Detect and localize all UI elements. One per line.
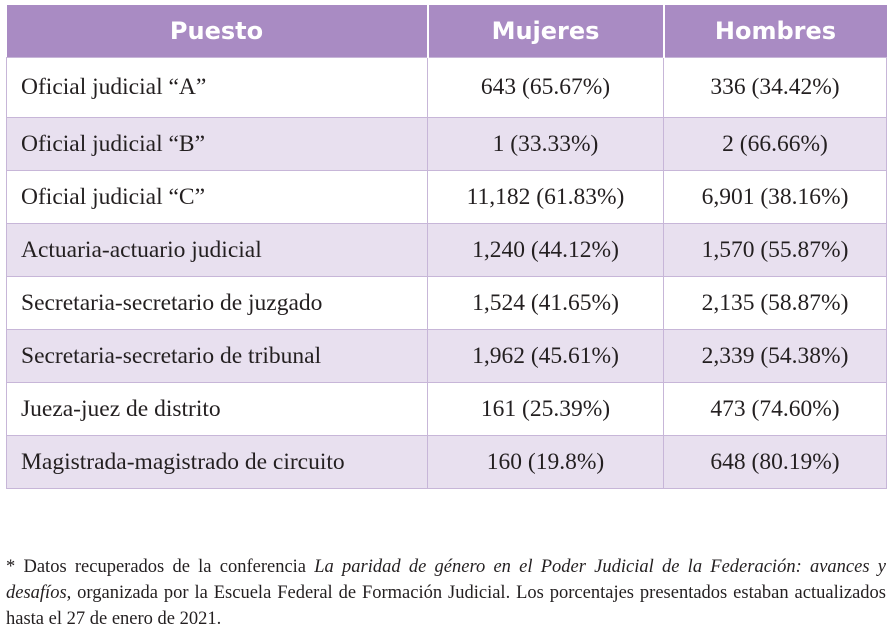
cell-hombres: 473 (74.60%)	[663, 382, 887, 436]
table-row: Jueza-juez de distrito 161 (25.39%) 473 …	[6, 382, 887, 436]
footnote: * Datos recuperados de la conferencia La…	[6, 554, 886, 632]
cell-mujeres: 1,240 (44.12%)	[427, 223, 664, 277]
cell-puesto: Jueza-juez de distrito	[6, 382, 428, 436]
cell-hombres: 1,570 (55.87%)	[663, 223, 887, 277]
footnote-prefix: * Datos recuperados de la conferencia	[6, 556, 315, 577]
table-row: Oficial judicial “B” 1 (33.33%) 2 (66.66…	[6, 117, 887, 171]
table-row: Secretaria-secretario de tribunal 1,962 …	[6, 329, 887, 383]
cell-hombres: 648 (80.19%)	[663, 435, 887, 489]
table-row: Actuaria-actuario judicial 1,240 (44.12%…	[6, 223, 887, 277]
data-table-container: Puesto Mujeres Hombres Oficial judicial …	[6, 5, 887, 489]
table-row: Oficial judicial “A” 643 (65.67%) 336 (3…	[6, 57, 887, 118]
cell-puesto: Actuaria-actuario judicial	[6, 223, 428, 277]
cell-hombres: 6,901 (38.16%)	[663, 170, 887, 224]
positions-gender-table: Puesto Mujeres Hombres Oficial judicial …	[6, 5, 887, 489]
header-hombres: Hombres	[662, 5, 887, 58]
cell-mujeres: 1,524 (41.65%)	[427, 276, 664, 330]
cell-hombres: 336 (34.42%)	[663, 57, 887, 118]
table-row: Oficial judicial “C” 11,182 (61.83%) 6,9…	[6, 170, 887, 224]
header-mujeres: Mujeres	[426, 5, 665, 58]
cell-puesto: Secretaria-secretario de tribunal	[6, 329, 428, 383]
cell-hombres: 2,135 (58.87%)	[663, 276, 887, 330]
cell-puesto: Oficial judicial “B”	[6, 117, 428, 171]
cell-mujeres: 160 (19.8%)	[427, 435, 664, 489]
cell-mujeres: 161 (25.39%)	[427, 382, 664, 436]
footnote-suffix: , organizada por la Escuela Federal de F…	[6, 582, 886, 629]
cell-puesto: Oficial judicial “A”	[6, 57, 428, 118]
cell-hombres: 2 (66.66%)	[663, 117, 887, 171]
cell-mujeres: 643 (65.67%)	[427, 57, 664, 118]
cell-hombres: 2,339 (54.38%)	[663, 329, 887, 383]
cell-mujeres: 1 (33.33%)	[427, 117, 664, 171]
cell-puesto: Secretaria-secretario de juzgado	[6, 276, 428, 330]
cell-puesto: Magistrada-magistrado de circuito	[6, 435, 428, 489]
table-row: Secretaria-secretario de juzgado 1,524 (…	[6, 276, 887, 330]
footnote-conference-title: La paridad de género en el Poder Judicia…	[6, 556, 886, 603]
header-puesto: Puesto	[6, 5, 429, 58]
table-header-row: Puesto Mujeres Hombres	[6, 5, 887, 58]
cell-mujeres: 1,962 (45.61%)	[427, 329, 664, 383]
table-row: Magistrada-magistrado de circuito 160 (1…	[6, 435, 887, 489]
cell-mujeres: 11,182 (61.83%)	[427, 170, 664, 224]
cell-puesto: Oficial judicial “C”	[6, 170, 428, 224]
